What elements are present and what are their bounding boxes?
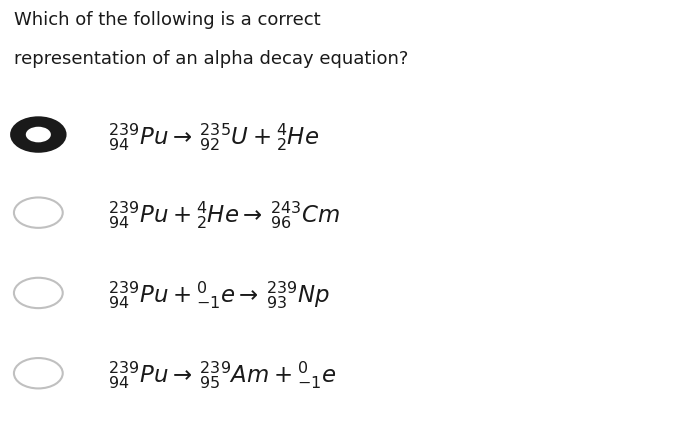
Text: $^{239}_{94}Pu \rightarrow\, ^{235}_{92}U + ^{4}_{2}He$: $^{239}_{94}Pu \rightarrow\, ^{235}_{92}… bbox=[108, 121, 319, 153]
Circle shape bbox=[12, 118, 65, 151]
Text: $^{239}_{94}Pu \rightarrow\, ^{239}_{95}Am + ^{0}_{-1}e$: $^{239}_{94}Pu \rightarrow\, ^{239}_{95}… bbox=[108, 359, 337, 391]
Text: $^{239}_{94}Pu + ^{4}_{2}He \rightarrow\, ^{243}_{96}Cm$: $^{239}_{94}Pu + ^{4}_{2}He \rightarrow\… bbox=[108, 199, 340, 231]
Text: representation of an alpha decay equation?: representation of an alpha decay equatio… bbox=[14, 50, 408, 68]
Text: Which of the following is a correct: Which of the following is a correct bbox=[14, 11, 321, 29]
Circle shape bbox=[26, 127, 51, 142]
Text: $^{239}_{94}Pu + ^{0}_{-1}e \rightarrow\, ^{239}_{93}Np$: $^{239}_{94}Pu + ^{0}_{-1}e \rightarrow\… bbox=[108, 279, 330, 311]
